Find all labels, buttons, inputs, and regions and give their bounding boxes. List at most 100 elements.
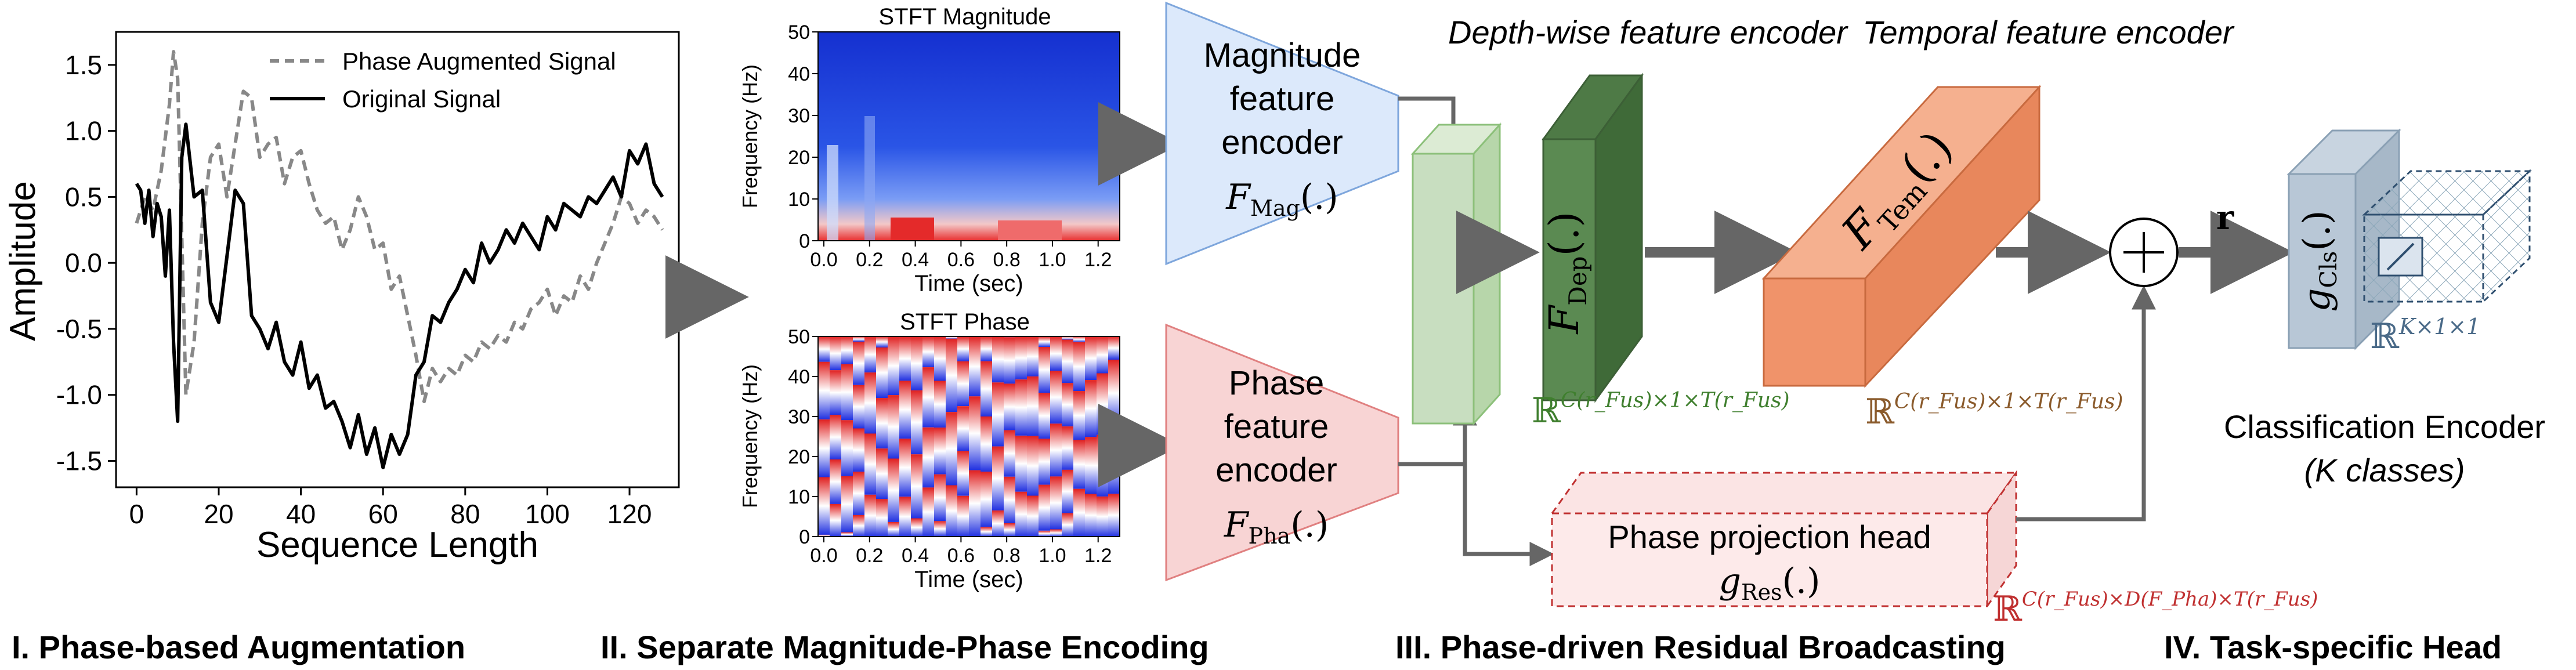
phase-cell	[957, 406, 969, 451]
phase-projection-head: Phase projection head gRes(.)	[1550, 470, 2018, 609]
phase-cell	[992, 446, 1004, 510]
magnitude-encoder-line1: Magnitude	[1204, 37, 1361, 74]
tick-label: 0.4	[902, 545, 929, 567]
stft-magnitude-xlabel: Time (sec)	[914, 271, 1023, 296]
phase-cell	[830, 459, 842, 504]
phase-cell	[1027, 495, 1039, 537]
depthwise-encoder-block: FDep(.)	[1540, 73, 1644, 403]
temporal-encoder-title: Temporal feature encoder	[1862, 14, 2235, 50]
fusion-feature-slab	[1410, 122, 1502, 426]
phase-cell	[981, 472, 993, 527]
phase-cell	[1062, 513, 1074, 537]
phase-cell	[1097, 373, 1109, 435]
phase-cell	[981, 416, 993, 472]
phase-cell	[888, 336, 900, 396]
phase-cell	[841, 420, 853, 476]
x-tick-label: 100	[525, 499, 570, 529]
magnitude-encoder-math: FMag(.)	[1225, 177, 1338, 221]
tick-label: 10	[788, 189, 810, 211]
stft-magnitude-ylabel: Frequency (Hz)	[738, 64, 762, 208]
tick-label: 0.2	[856, 545, 883, 567]
phase-cell	[981, 527, 993, 537]
tick-label: 0.0	[810, 545, 837, 567]
phase-cell	[841, 336, 853, 364]
x-tick-label: 120	[607, 499, 652, 529]
phase-cell	[830, 504, 842, 537]
classification-block: gCls(.)	[2286, 128, 2532, 350]
tick-label: 0.6	[947, 249, 975, 271]
phase-cell	[899, 336, 911, 381]
y-axis-ticks: 1.5 1.0 0.5 0.0 -0.5 -1.0 -1.5	[56, 50, 116, 476]
phase-cell	[922, 487, 935, 537]
phase-cell	[1073, 336, 1086, 342]
phase-encoder-line1: Phase	[1229, 364, 1324, 402]
phase-cell	[1039, 530, 1051, 537]
caption-panel-2: II. Separate Magnitude-Phase Encoding	[600, 629, 1209, 665]
phase-cell	[911, 336, 923, 390]
phase-cell	[969, 470, 981, 537]
fused-representation-label: r	[2216, 198, 2235, 237]
y-axis-label: Amplitude	[3, 181, 43, 341]
x-tick-label: 40	[286, 499, 316, 529]
phase-cell	[876, 398, 888, 449]
phase-encoder-line2: feature	[1224, 408, 1329, 446]
phase-cell	[841, 476, 853, 533]
chart-plot-area	[115, 31, 680, 488]
projection-head-math: gRes(.)	[1719, 561, 1821, 605]
phase-cell	[1039, 347, 1051, 393]
stft-magnitude-x-ticks: 0.0 0.2 0.4 0.6 0.8 1.0 1.2	[810, 241, 1112, 271]
phase-cell	[1004, 430, 1016, 477]
phase-cell	[1062, 469, 1074, 513]
tick-label: 40	[788, 366, 810, 388]
tick-label: 1.0	[1039, 249, 1066, 271]
y-tick-label: 0.5	[65, 182, 102, 212]
phase-cell	[911, 518, 923, 537]
phase-cell	[818, 336, 830, 362]
phase-cell	[1027, 436, 1039, 496]
series-original	[135, 122, 664, 469]
depthwise-dim: ℝC(r_Fus)×1×T(r_Fus)	[1532, 389, 1790, 431]
tick-label: 10	[788, 486, 810, 508]
phase-cell	[934, 428, 946, 475]
phase-cell	[876, 347, 888, 399]
phase-cell	[934, 336, 946, 381]
phase-cell	[853, 342, 865, 385]
phase-cell	[1039, 439, 1051, 485]
tick-label: 0.6	[947, 545, 975, 567]
tick-label: 30	[788, 105, 810, 127]
x-tick-label: 80	[450, 499, 480, 529]
phase-cell	[946, 336, 958, 339]
classification-title: Classification Encoder	[2224, 408, 2545, 445]
phase-cell	[876, 499, 888, 537]
phase-cell	[922, 367, 935, 428]
phase-cell	[1085, 380, 1097, 437]
x-axis-ticks: 0 20 40 60 80 100 120	[129, 487, 652, 529]
magnitude-encoder-line3: encoder	[1221, 124, 1343, 161]
phase-cell	[841, 532, 853, 537]
phase-cell	[1097, 336, 1109, 374]
stft-magnitude-y-ticks: 50 40 30 20 10 0	[788, 21, 818, 252]
phase-cell	[1039, 484, 1051, 531]
phase-cell	[922, 336, 935, 368]
phase-cell	[934, 474, 946, 521]
phase-cell	[1015, 336, 1027, 380]
tick-label: 0.8	[993, 249, 1021, 271]
phase-cell	[1015, 491, 1027, 537]
phase-cell	[957, 495, 969, 537]
tick-label: 0.4	[902, 249, 929, 271]
tick-label: 30	[788, 406, 810, 428]
phase-cell	[899, 439, 911, 497]
phase-cell	[853, 515, 865, 537]
magnitude-encoder-line2: feature	[1230, 80, 1335, 118]
phase-cell	[1050, 336, 1062, 371]
projection-dim: ℝC(r_Fus)×D(F_Pha)×T(r_Fus)	[1993, 588, 2318, 629]
tick-label: 0.0	[810, 249, 837, 271]
phase-cell	[853, 472, 865, 515]
magnitude-encoder: Magnitude feature encoder FMag(.)	[1165, 1, 1399, 266]
y-tick-label: -1.5	[56, 446, 102, 476]
phase-cell	[934, 521, 946, 537]
phase-cell	[876, 448, 888, 499]
phase-cell	[1085, 336, 1097, 381]
phase-cell	[1027, 376, 1039, 436]
projection-head-label: Phase projection head	[1608, 519, 1931, 555]
